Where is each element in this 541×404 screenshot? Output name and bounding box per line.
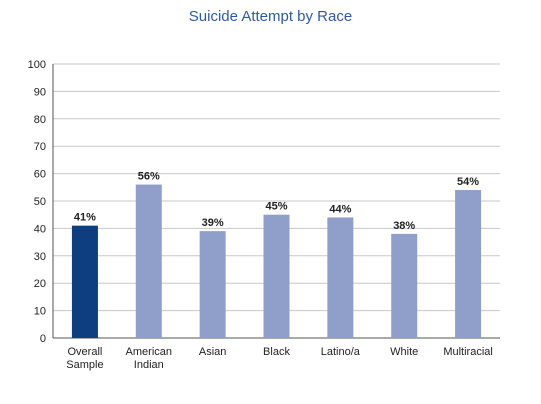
- data-label: 38%: [393, 220, 415, 232]
- y-tick-label: 100: [28, 59, 46, 71]
- x-tick-label: Multiracial: [443, 346, 493, 358]
- y-tick-label: 60: [34, 169, 46, 181]
- bar: [71, 225, 98, 338]
- y-tick-label: 30: [34, 251, 46, 263]
- data-label: 41%: [74, 212, 96, 224]
- y-tick-label: 20: [34, 278, 46, 290]
- data-label: 39%: [202, 217, 224, 229]
- y-tick-label: 50: [34, 196, 46, 208]
- data-label: 54%: [457, 176, 479, 188]
- bar: [327, 217, 354, 338]
- y-tick-label: 90: [34, 86, 46, 98]
- bar: [391, 233, 418, 338]
- x-tick-label: Black: [263, 346, 290, 358]
- y-tick-label: 10: [34, 306, 46, 318]
- chart-title: Suicide Attempt by Race: [188, 8, 353, 25]
- bar: [135, 184, 162, 338]
- x-tick-label: Asian: [199, 346, 227, 358]
- x-tick-label: American Indian: [126, 346, 172, 371]
- data-label: 56%: [138, 171, 160, 183]
- y-tick-label: 70: [34, 141, 46, 153]
- bar: [263, 214, 290, 338]
- y-tick-label: 80: [34, 114, 46, 126]
- data-label: 45%: [265, 201, 287, 213]
- bar: [455, 190, 482, 338]
- y-tick-label: 0: [40, 333, 46, 345]
- bar: [199, 231, 226, 338]
- y-tick-label: 40: [34, 223, 46, 235]
- x-tick-label: White: [390, 346, 418, 358]
- x-tick-label: Overall Sample: [66, 346, 103, 371]
- data-label: 44%: [329, 203, 351, 215]
- x-tick-label: Latino/a: [321, 346, 361, 358]
